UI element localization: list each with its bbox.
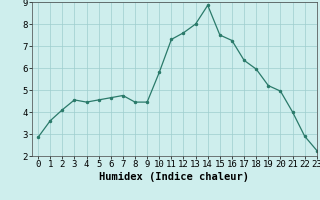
X-axis label: Humidex (Indice chaleur): Humidex (Indice chaleur): [100, 172, 249, 182]
